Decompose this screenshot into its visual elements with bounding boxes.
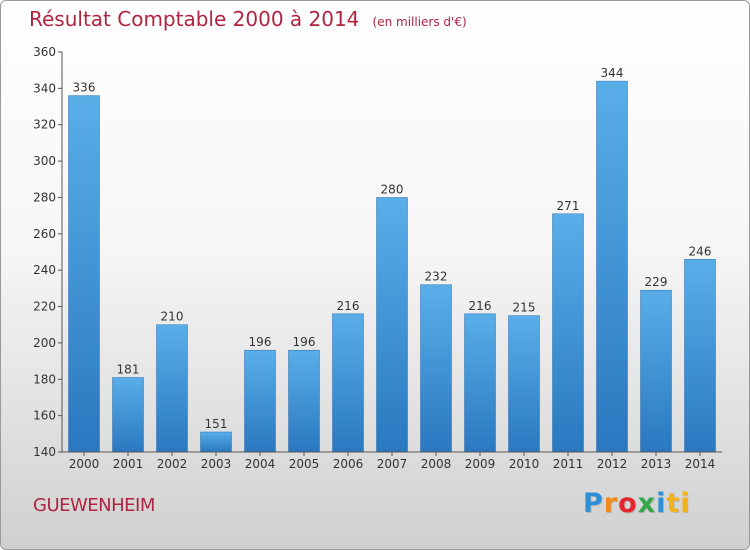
x-tick-label: 2008 bbox=[421, 457, 452, 471]
x-tick-label: 2000 bbox=[69, 457, 100, 471]
bar bbox=[552, 213, 584, 453]
data-label: 229 bbox=[645, 275, 668, 289]
data-label: 336 bbox=[73, 81, 96, 95]
x-tick-label: 2010 bbox=[509, 457, 540, 471]
x-tick-label: 2002 bbox=[157, 457, 188, 471]
data-label: 271 bbox=[557, 199, 580, 213]
bar bbox=[288, 349, 320, 453]
x-tick-label: 2014 bbox=[685, 457, 716, 471]
y-tick-label: 140 bbox=[33, 445, 56, 459]
bar bbox=[244, 349, 276, 453]
data-label: 181 bbox=[117, 363, 140, 377]
title-row: Résultat Comptable 2000 à 2014 (en milli… bbox=[29, 7, 467, 31]
x-tick-label: 2004 bbox=[245, 457, 276, 471]
axis-layer: 2000 2001 2002 2003 2004 2005 2006 2007 2008 2009… bbox=[33, 45, 722, 471]
logo-letter: o bbox=[618, 488, 638, 519]
bar bbox=[684, 259, 716, 453]
y-tick-label: 340 bbox=[33, 81, 56, 95]
bars-layer: 336 181 210 151 196 196 216 280 232 216 215 271 344 2… bbox=[68, 66, 716, 453]
x-tick-label: 2005 bbox=[289, 457, 320, 471]
bar bbox=[420, 284, 452, 453]
data-label: 216 bbox=[337, 299, 360, 313]
y-tick-label: 240 bbox=[33, 263, 56, 277]
bar bbox=[464, 313, 496, 453]
data-label: 216 bbox=[469, 299, 492, 313]
bar bbox=[200, 431, 232, 453]
bar bbox=[112, 377, 144, 453]
data-label: 246 bbox=[689, 244, 712, 258]
logo-letter: r bbox=[603, 488, 619, 519]
proxiti-logo[interactable]: Proxiti bbox=[583, 488, 691, 519]
commune-name: GUEWENHEIM bbox=[33, 495, 155, 516]
y-tick-label: 320 bbox=[33, 118, 56, 132]
bar bbox=[508, 315, 540, 453]
bar bbox=[596, 80, 628, 453]
logo-letter: i bbox=[656, 488, 667, 519]
x-tick-label: 2007 bbox=[377, 457, 408, 471]
data-label: 232 bbox=[425, 270, 448, 284]
logo-letter: P bbox=[583, 488, 604, 519]
y-tick-label: 160 bbox=[33, 409, 56, 423]
x-tick-label: 2013 bbox=[641, 457, 672, 471]
y-tick-label: 200 bbox=[33, 336, 56, 350]
data-label: 196 bbox=[293, 335, 316, 349]
x-tick-label: 2001 bbox=[113, 457, 144, 471]
chart-title: Résultat Comptable 2000 à 2014 bbox=[29, 7, 360, 31]
x-tick-label: 2011 bbox=[553, 457, 584, 471]
data-label: 210 bbox=[161, 310, 184, 324]
x-tick-label: 2009 bbox=[465, 457, 496, 471]
data-label: 151 bbox=[205, 417, 228, 431]
data-label: 280 bbox=[381, 183, 404, 197]
bar bbox=[640, 289, 672, 453]
y-tick-label: 360 bbox=[33, 45, 56, 59]
y-tick-label: 300 bbox=[33, 154, 56, 168]
bar bbox=[156, 324, 188, 453]
y-tick-label: 180 bbox=[33, 372, 56, 386]
data-label: 344 bbox=[601, 66, 624, 80]
bar bbox=[68, 95, 100, 453]
x-tick-label: 2012 bbox=[597, 457, 628, 471]
y-tick-label: 260 bbox=[33, 227, 56, 241]
logo-letter: x bbox=[637, 488, 657, 519]
bar bbox=[376, 197, 408, 453]
x-tick-label: 2006 bbox=[333, 457, 364, 471]
y-tick-label: 220 bbox=[33, 300, 56, 314]
y-tick-label: 280 bbox=[33, 191, 56, 205]
chart-subtitle: (en milliers d'€) bbox=[372, 15, 467, 29]
x-tick-label: 2003 bbox=[201, 457, 232, 471]
logo-letter: ti bbox=[666, 488, 691, 519]
data-label: 215 bbox=[513, 301, 536, 315]
bar bbox=[332, 313, 364, 453]
data-label: 196 bbox=[249, 335, 272, 349]
